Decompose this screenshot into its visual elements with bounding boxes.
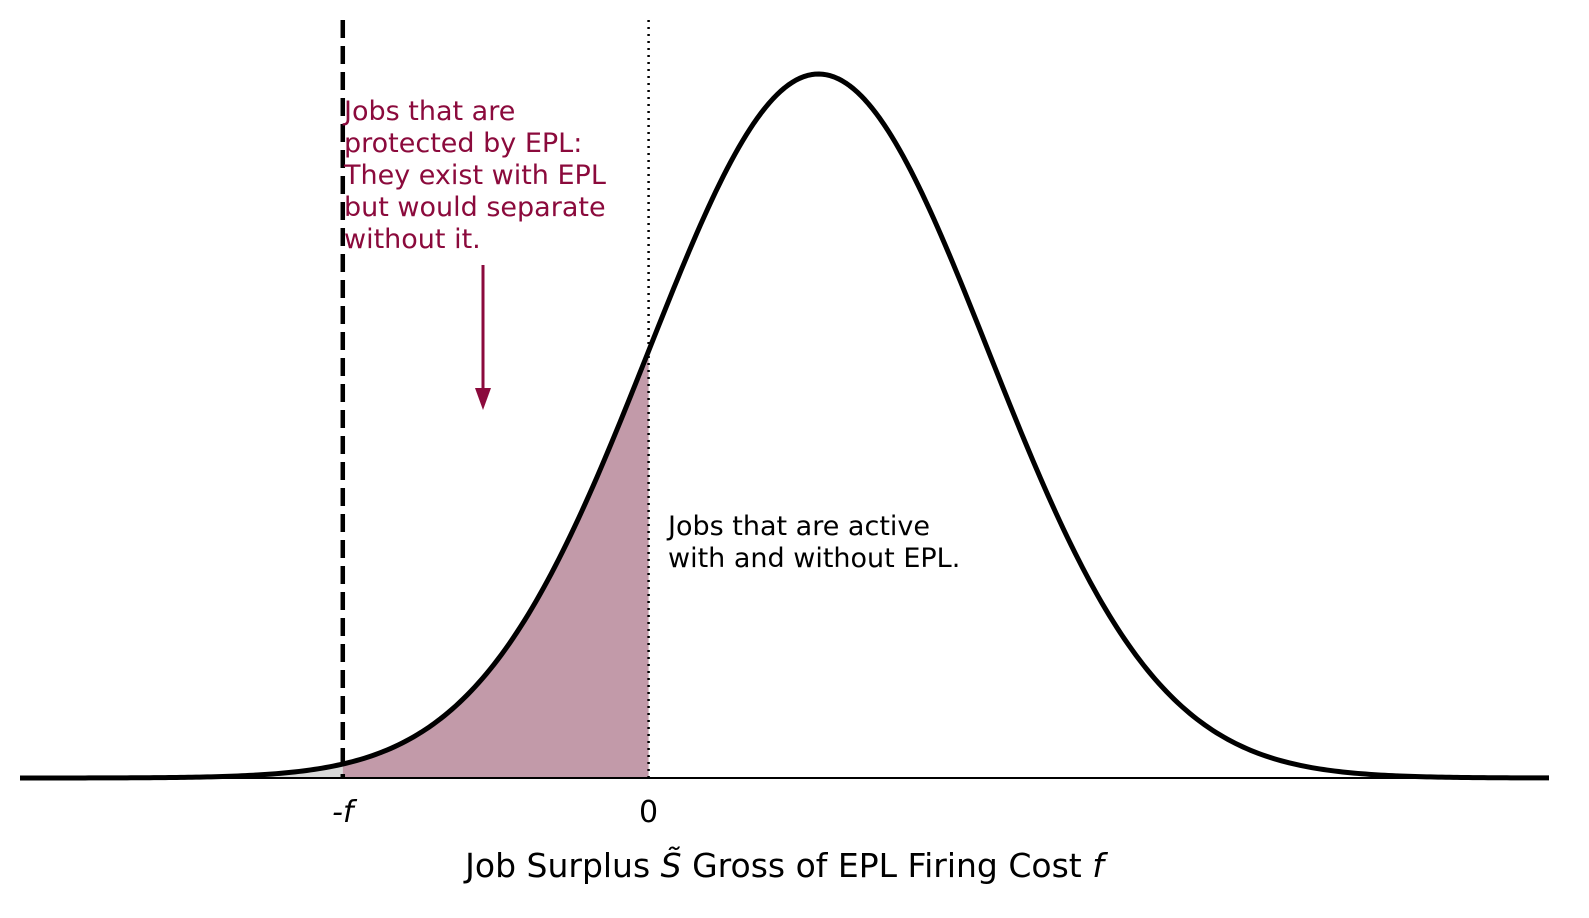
x-axis-label: Job Surplus S̃ Gross of EPL Firing Cost … bbox=[465, 846, 1104, 885]
x-tick-label-zero: 0 bbox=[639, 795, 659, 830]
x-axis-label-symbol: S̃ bbox=[660, 846, 682, 885]
left-tail-region bbox=[20, 764, 343, 778]
active-jobs-annotation: Jobs that are active with and without EP… bbox=[668, 511, 961, 574]
density-curve bbox=[20, 71, 1549, 781]
x-axis-label-prefix: Job Surplus bbox=[465, 846, 661, 885]
x-tick-label-neg-f: -f bbox=[332, 795, 354, 830]
protected-jobs-annotation: Jobs that are protected by EPL: They exi… bbox=[344, 96, 606, 255]
protected-region bbox=[342, 351, 649, 778]
down-arrow-icon bbox=[475, 265, 491, 410]
x-axis-label-middle: Gross of EPL Firing Cost bbox=[681, 846, 1093, 885]
x-axis-label-var: f bbox=[1092, 846, 1104, 885]
